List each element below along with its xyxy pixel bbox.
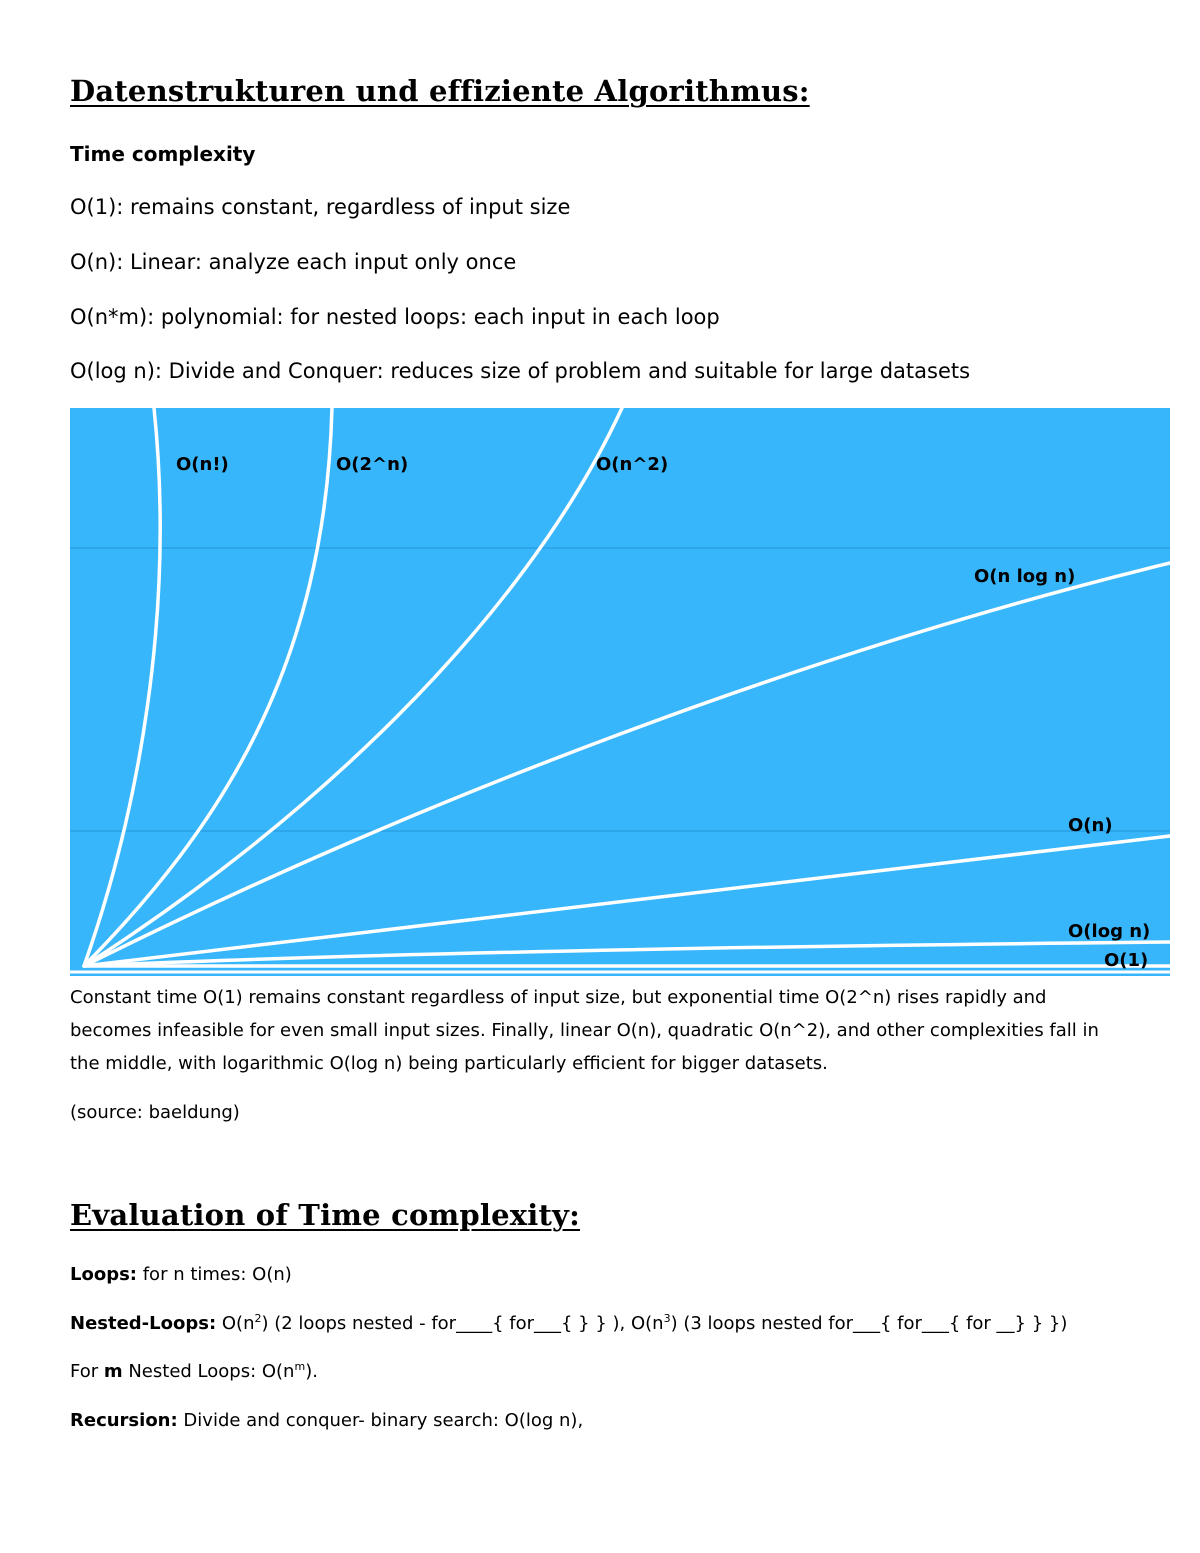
series-line-factorial bbox=[82, 408, 162, 968]
evaluation-title: Evaluation of Time complexity: bbox=[70, 1198, 581, 1232]
series-line-logarithmic bbox=[82, 940, 1170, 968]
eval-m-mid: Nested Loops: O(n bbox=[122, 1361, 295, 1382]
eval-nested-part3: ) (3 loops nested for___{ for___{ for __… bbox=[670, 1313, 1068, 1334]
eval-recursion: Recursion: Divide and conquer- binary se… bbox=[70, 1408, 583, 1434]
chart-background bbox=[70, 408, 1170, 976]
series-label-linearithmic: O(n log n) bbox=[974, 566, 1075, 587]
eval-nested-exp2: 3 bbox=[663, 1312, 671, 1325]
chart-caption: Constant time O(1) remains constant rega… bbox=[70, 987, 1099, 1074]
eval-nested-part2: ) (2 loops nested - for____{ for___{ } }… bbox=[261, 1313, 664, 1334]
page-title: Datenstrukturen und effiziente Algorithm… bbox=[70, 74, 810, 108]
series-label-quadratic: O(n^2) bbox=[596, 454, 668, 475]
series-line-linear bbox=[82, 834, 1170, 968]
source-note: (source: baeldung) bbox=[70, 1102, 240, 1123]
eval-nested-part1: O(n bbox=[216, 1313, 255, 1334]
section-heading-time-complexity: Time complexity bbox=[70, 142, 256, 166]
complexity-chart: O(n!) O(2^n) O(n^2) O(n log n) O(n) O(log n) O… bbox=[70, 408, 1170, 976]
series-label-logarithmic: O(log n) bbox=[1068, 921, 1150, 942]
complexity-chart-svg: O(n!) O(2^n) O(n^2) O(n log n) O(n) O(log n) O… bbox=[70, 408, 1170, 976]
series-label-linear: O(n) bbox=[1068, 815, 1113, 836]
series-label-constant: O(1) bbox=[1104, 950, 1148, 971]
eval-m-post: ). bbox=[305, 1361, 318, 1382]
series-line-linearithmic bbox=[82, 561, 1170, 968]
series-label-factorial: O(n!) bbox=[176, 454, 229, 475]
eval-nested-label: Nested-Loops: bbox=[70, 1313, 217, 1334]
eval-nested-exp1: 2 bbox=[254, 1312, 262, 1325]
eval-loops: Loops: for n times: O(n) bbox=[70, 1262, 292, 1288]
complexity-item-polynomial: O(n*m): polynomial: for nested loops: ea… bbox=[70, 305, 720, 329]
eval-m-nested-loops: For m Nested Loops: O(nm). bbox=[70, 1359, 318, 1385]
eval-m-pre: For bbox=[70, 1361, 104, 1382]
series-label-exponential: O(2^n) bbox=[336, 454, 408, 475]
eval-nested-loops: Nested-Loops: O(n2) (2 loops nested - fo… bbox=[70, 1311, 1067, 1337]
eval-loops-label: Loops: bbox=[70, 1264, 137, 1285]
complexity-item-logarithmic: O(log n): Divide and Conquer: reduces si… bbox=[70, 359, 971, 383]
series-line-exponential bbox=[82, 408, 334, 968]
complexity-item-linear: O(n): Linear: analyze each input only on… bbox=[70, 250, 517, 274]
eval-m-bold: m bbox=[103, 1361, 123, 1382]
eval-recursion-label: Recursion: bbox=[70, 1410, 178, 1431]
eval-recursion-text: Divide and conquer- binary search: O(log… bbox=[177, 1410, 584, 1431]
eval-loops-text: for n times: O(n) bbox=[137, 1264, 292, 1285]
eval-m-exp: m bbox=[294, 1360, 306, 1373]
complexity-item-constant: O(1): remains constant, regardless of in… bbox=[70, 195, 571, 219]
series-line-quadratic bbox=[82, 408, 624, 968]
